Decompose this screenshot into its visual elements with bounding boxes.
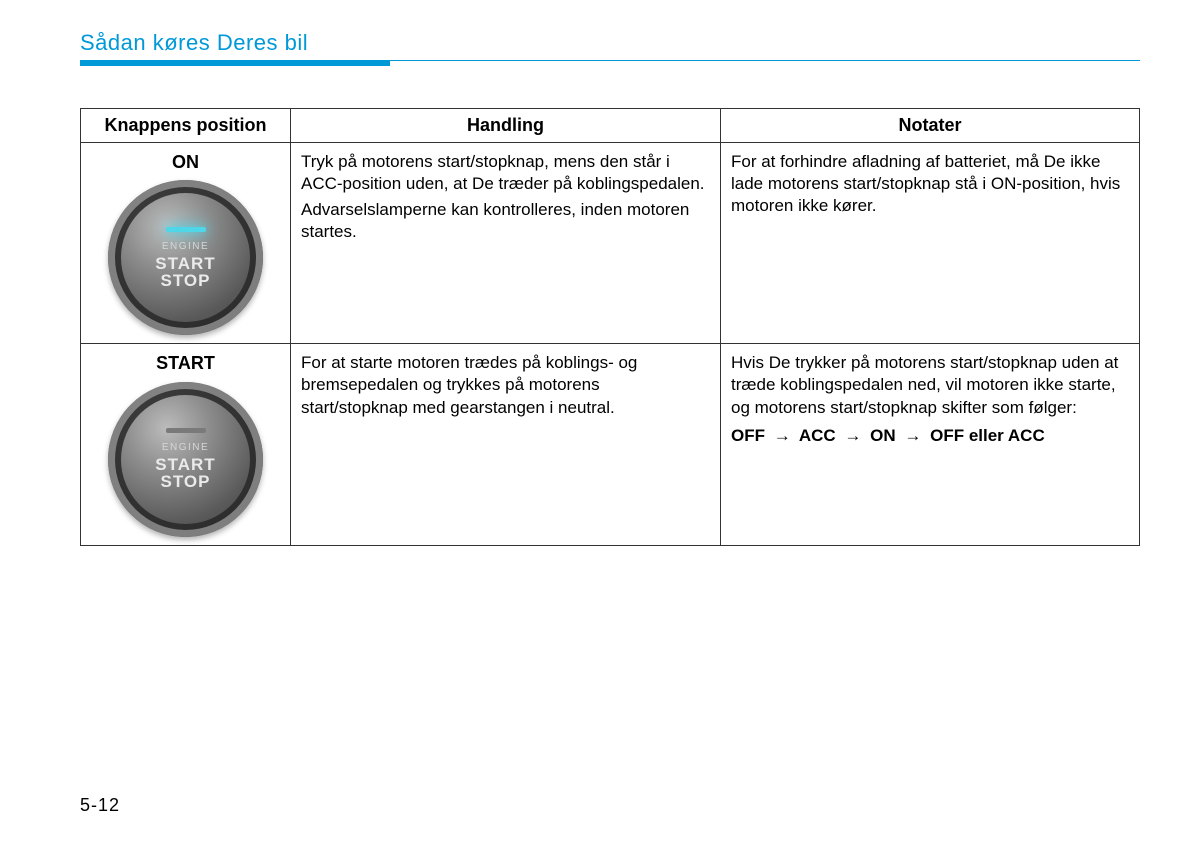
position-label: ON	[91, 151, 280, 174]
col-header-position: Knappens position	[81, 109, 291, 143]
engine-start-stop-button-icon: ENGINE START STOP	[108, 180, 263, 335]
page-number: 5-12	[80, 795, 120, 816]
engine-button-illustration: ENGINE START STOP	[91, 382, 280, 537]
button-positions-table: Knappens position Handling Notater ON EN…	[80, 108, 1140, 546]
rule-thick	[80, 60, 390, 66]
section-title: Sådan køres Deres bil	[80, 30, 1140, 60]
action-paragraph: Tryk på motorens start/stopknap, mens de…	[301, 151, 710, 195]
arrow-right-icon: →	[774, 426, 791, 445]
col-header-action: Handling	[291, 109, 721, 143]
indicator-light-on-icon	[166, 227, 206, 232]
action-paragraph: Advarselslamperne kan kontrolleres, inde…	[301, 199, 710, 243]
rule-thin	[390, 60, 1140, 61]
table-row: ON ENGINE START STOP Tryk på motorens st…	[81, 143, 1140, 344]
engine-label: ENGINE	[162, 240, 209, 253]
cell-notes: Hvis De trykker på motorens start/stopkn…	[721, 344, 1140, 545]
seq-step: OFF eller ACC	[930, 426, 1045, 445]
stop-label: STOP	[161, 473, 211, 490]
start-label: START	[155, 456, 215, 473]
engine-label: ENGINE	[162, 441, 209, 454]
engine-button-illustration: ENGINE START STOP	[91, 180, 280, 335]
cell-notes: For at forhindre afladning af batteriet,…	[721, 143, 1140, 344]
arrow-right-icon: →	[844, 426, 861, 445]
indicator-light-off-icon	[166, 428, 206, 433]
seq-step: OFF	[731, 426, 765, 445]
header-rule	[80, 60, 1140, 68]
cell-action: Tryk på motorens start/stopknap, mens de…	[291, 143, 721, 344]
stop-label: STOP	[161, 272, 211, 289]
seq-step: ACC	[799, 426, 836, 445]
table-header-row: Knappens position Handling Notater	[81, 109, 1140, 143]
table-row: START ENGINE START STOP For at starte mo…	[81, 344, 1140, 545]
cell-action: For at starte motoren trædes på koblings…	[291, 344, 721, 545]
seq-step: ON	[870, 426, 896, 445]
engine-start-stop-button-icon: ENGINE START STOP	[108, 382, 263, 537]
cell-position: START ENGINE START STOP	[81, 344, 291, 545]
position-label: START	[91, 352, 280, 375]
notes-paragraph: For at forhindre afladning af batteriet,…	[731, 151, 1129, 217]
cell-position: ON ENGINE START STOP	[81, 143, 291, 344]
action-paragraph: For at starte motoren trædes på koblings…	[301, 352, 710, 418]
col-header-notes: Notater	[721, 109, 1140, 143]
start-label: START	[155, 255, 215, 272]
state-sequence: OFF → ACC → ON → OFF eller ACC	[731, 425, 1129, 447]
arrow-right-icon: →	[904, 426, 921, 445]
notes-paragraph: Hvis De trykker på motorens start/stopkn…	[731, 352, 1129, 418]
